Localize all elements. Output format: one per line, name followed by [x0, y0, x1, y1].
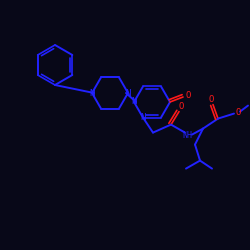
- Text: N: N: [140, 113, 146, 122]
- Text: O: O: [185, 90, 191, 100]
- Text: O: O: [235, 108, 241, 117]
- Text: N: N: [89, 88, 95, 98]
- Text: N: N: [125, 88, 131, 98]
- Text: O: O: [208, 95, 214, 104]
- Text: NH: NH: [182, 131, 192, 140]
- Text: O: O: [178, 102, 184, 111]
- Text: N: N: [131, 98, 137, 106]
